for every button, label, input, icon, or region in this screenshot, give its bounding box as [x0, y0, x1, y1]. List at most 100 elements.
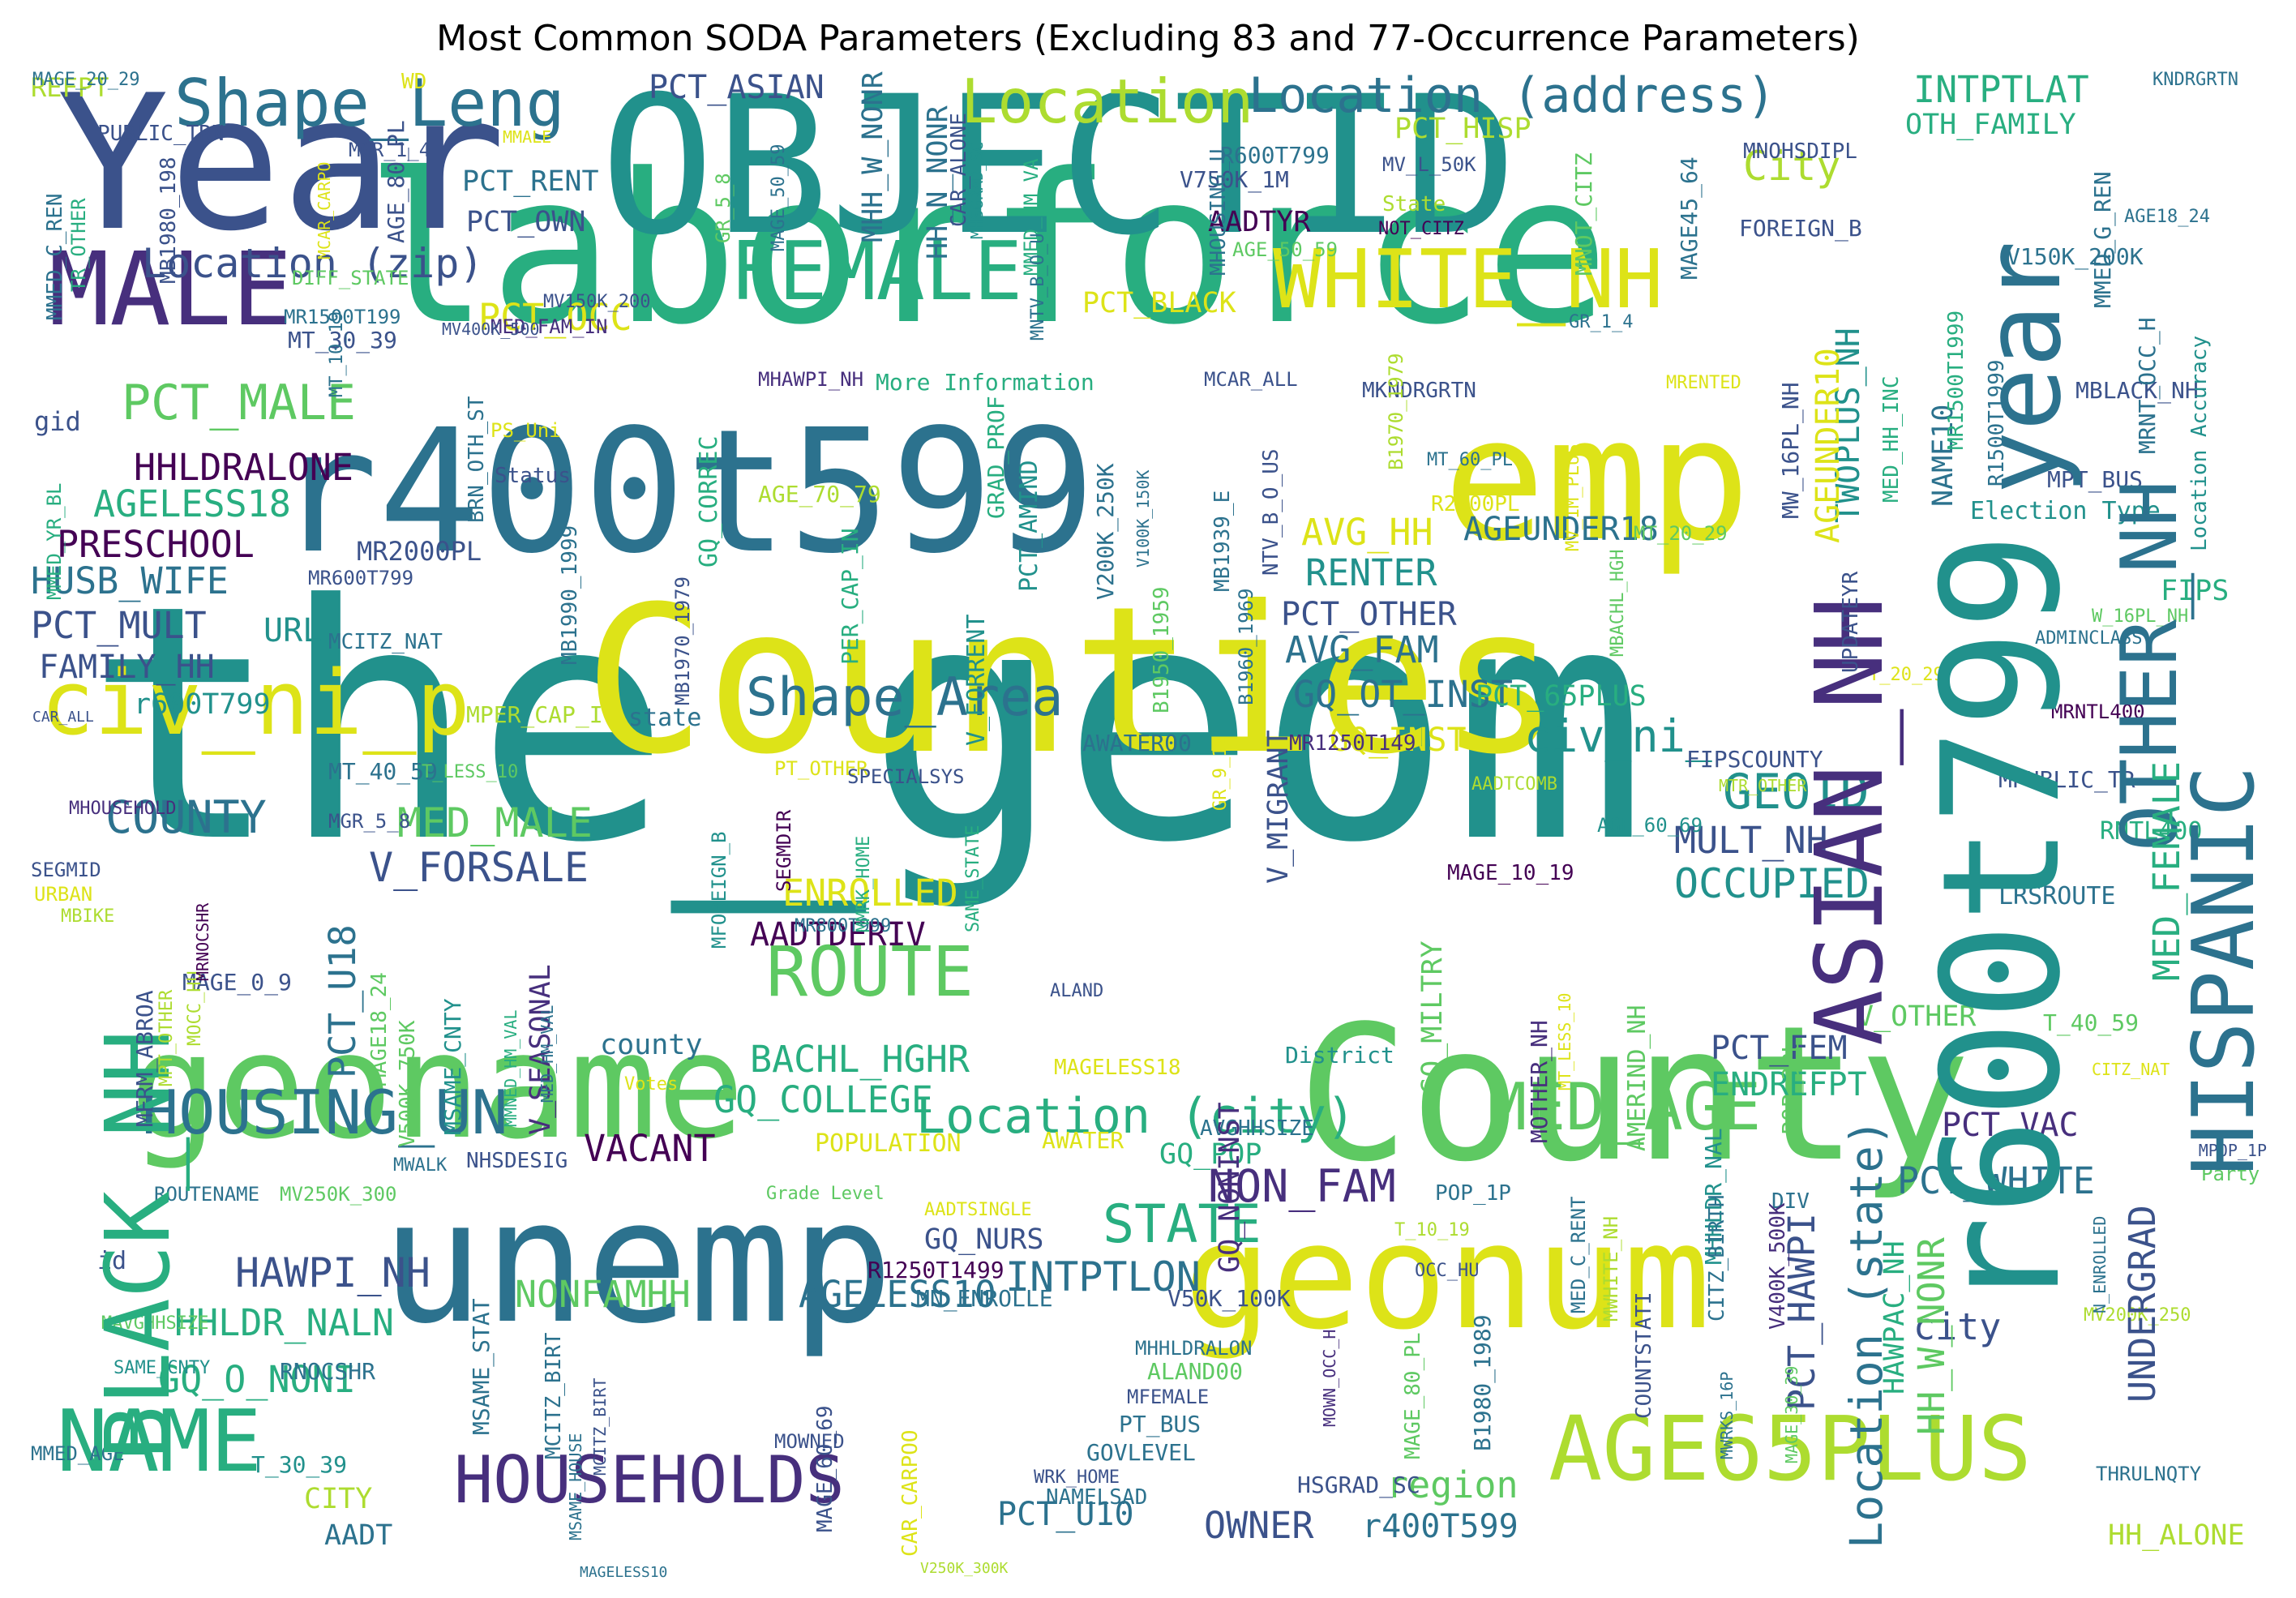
- word-137: MV150K_200: [543, 292, 651, 313]
- word-184: PT_BUS: [1119, 1410, 1202, 1437]
- word-151: T_20_29: [1869, 665, 1944, 686]
- word-114: SEGMID: [31, 858, 101, 881]
- word-89: AADT: [324, 1519, 393, 1552]
- word-60: PCT_65PLUS: [1476, 680, 1647, 713]
- vword-75: GRAD_PROF: [983, 396, 1009, 519]
- word-62: ENROLLED: [782, 872, 958, 915]
- vword-35: MAGE_80_PL: [1401, 1332, 1425, 1459]
- word-147: MT_60_PL: [1427, 450, 1513, 471]
- word-126: MGR_1_4: [349, 138, 431, 161]
- vword-86: GR_5_8: [712, 173, 735, 243]
- word-5: Year: [57, 70, 506, 272]
- word-165: ALAND: [1050, 981, 1104, 1002]
- word-182: ALAND00: [1147, 1357, 1244, 1385]
- word-203: MNOHSDIPL: [1743, 139, 1857, 165]
- word-67: PCT_OCC: [478, 296, 632, 339]
- word-91: FIPS: [2161, 575, 2230, 607]
- vword-33: CAR_CARPOO: [898, 1429, 923, 1557]
- word-173: AADTSINGLE: [924, 1200, 1032, 1221]
- word-75: City: [1743, 143, 1841, 190]
- word-112: MED_FAM_IN: [490, 315, 608, 338]
- vword-40: MED_C_RENT: [1567, 1196, 1590, 1314]
- word-95: URL: [263, 612, 323, 649]
- vword-84: MCAR_CARPO: [315, 161, 334, 259]
- word-20: Location (address): [1249, 70, 1776, 124]
- word-115: URBAN: [34, 882, 93, 906]
- word-35: COUNTY: [105, 791, 267, 843]
- word-201: MBLACK_NH: [2075, 376, 2199, 404]
- word-58: PCT_OTHER: [1281, 596, 1457, 633]
- word-45: PCT_WHITE: [1897, 1159, 2095, 1202]
- word-23: ROUTE: [766, 932, 974, 1013]
- word-152: MRNTL400: [2051, 700, 2145, 723]
- word-29: HHLDRALONE: [134, 446, 353, 489]
- word-117: MHOUSEHOLD: [69, 799, 177, 820]
- word-145: R2000PL: [1431, 492, 1520, 517]
- vword-96: MMRK_HOME: [854, 835, 874, 932]
- vword-36: B1980_1989: [1469, 1314, 1496, 1451]
- word-40: GQ_O_NONI: [158, 1358, 356, 1401]
- word-190: V250K_300K: [920, 1559, 1009, 1577]
- word-187: WRK_HOME: [1034, 1467, 1120, 1489]
- word-109: MT_30_39: [288, 326, 397, 353]
- word-101: More Information: [876, 368, 1094, 396]
- word-43: INTPTLON: [1005, 1253, 1201, 1300]
- word-3: OBJECTID: [600, 70, 1518, 277]
- vword-66: MBACHL_HGH: [1608, 549, 1628, 657]
- word-94: FOREIGN_B: [1739, 214, 1862, 242]
- vword-88: MMNED_HM_VAL: [501, 1009, 520, 1128]
- vword-20: GQ_CORREC: [695, 435, 723, 568]
- word-4: r400t599: [276, 392, 1096, 591]
- word-157: AADTCOMB: [1471, 774, 1557, 795]
- word-129: WD: [401, 70, 427, 94]
- word-122: MAVGHHSIZE: [101, 1313, 209, 1335]
- word-124: MMED_AGE: [31, 1442, 125, 1465]
- vword-74: V100K_150K: [1133, 469, 1153, 568]
- word-74: OTH_FAMILY: [1905, 109, 2076, 141]
- vword-18: GQ_MILTRY: [1416, 940, 1449, 1095]
- word-37: MED_MALE: [397, 799, 593, 846]
- vword-83: MB1980_198: [156, 156, 181, 284]
- vword-39: V400K_500K: [1766, 1202, 1790, 1330]
- word-134: State: [1382, 192, 1446, 217]
- word-192: MPOP_1P: [2198, 1141, 2267, 1160]
- vword-97: SAME_STATE: [963, 825, 983, 932]
- word-181: MHHLDRALON: [1135, 1336, 1253, 1360]
- vword-19: GQ_NONINST: [1214, 1102, 1246, 1273]
- word-102: District: [1285, 1041, 1394, 1069]
- word-164: MR800T999: [795, 916, 892, 937]
- word-85: city: [1913, 1305, 2002, 1348]
- vword-95: SEGMDIR: [773, 809, 795, 892]
- vword-52: MHSGRAD_SC: [967, 141, 987, 239]
- word-41: NONFAMHH: [515, 1273, 691, 1316]
- word-92: LRSROUTE: [1998, 882, 2116, 910]
- word-73: INTPTLAT: [1913, 70, 2089, 111]
- word-30: AGELESS18: [93, 482, 291, 525]
- vword-78: MB1990_1999: [558, 525, 582, 665]
- word-51: OCCUPIED: [1674, 860, 1870, 907]
- vword-54: MHOUSING_U: [1206, 148, 1231, 276]
- word-48: region: [1386, 1463, 1519, 1506]
- word-116: MBIKE: [61, 906, 115, 928]
- vword-38: CITZ_BIRTH: [1705, 1194, 1729, 1322]
- word-22: Shape_Area: [746, 667, 1064, 728]
- vword-58: MMED_G_REN: [2089, 171, 2116, 308]
- word-2: laborforce: [365, 130, 1610, 371]
- word-50: MULT_NH: [1674, 819, 1828, 862]
- vword-60: Location Accuracy: [2187, 335, 2212, 551]
- word-24: HOUSING_UN: [142, 1077, 508, 1148]
- vword-16: V_MIGRANT: [1262, 730, 1295, 884]
- vword-0: r600t799: [1908, 532, 2097, 1313]
- word-69: PCT_RENT: [462, 165, 599, 198]
- word-195: MV200K_250: [2084, 1305, 2191, 1326]
- word-76: AADTYR: [1208, 206, 1311, 238]
- vword-15: HAWPAC_NH: [1878, 1240, 1911, 1395]
- vword-65: MV_1M_PLUS: [1563, 443, 1583, 551]
- word-72: PCT_HISP: [1394, 113, 1531, 145]
- word-39: HHLDR_NALN: [174, 1301, 394, 1344]
- word-155: AGE_60_69: [1597, 813, 1703, 837]
- word-52: civ_ni_: [1524, 710, 1712, 762]
- word-118: CAR_ALL: [32, 708, 94, 726]
- word-153: MPUBLIC_TR: [1998, 765, 2135, 793]
- word-98: REFPT: [31, 72, 109, 104]
